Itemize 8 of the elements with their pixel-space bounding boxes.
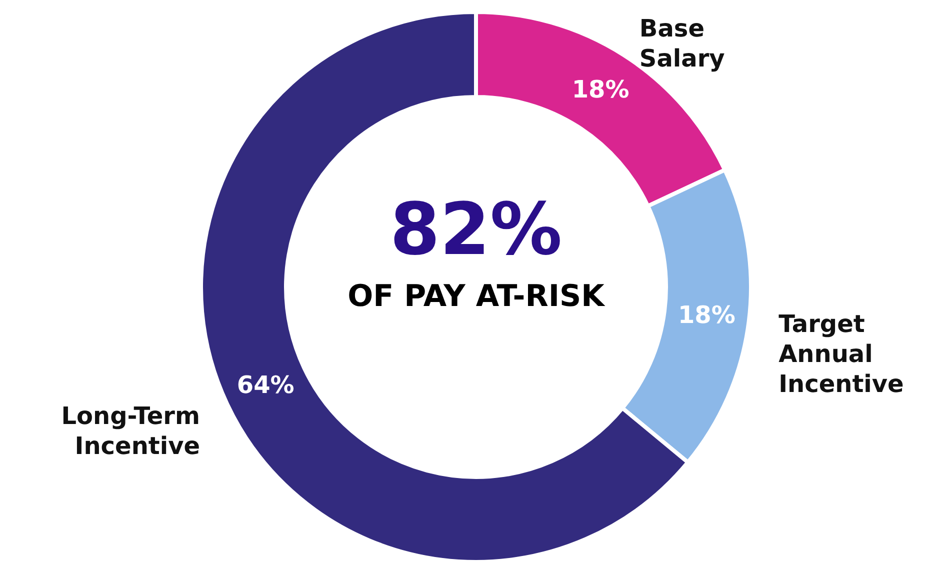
slice-label: Base Salary: [639, 14, 726, 72]
data-label: 18%: [678, 301, 736, 330]
text: OF PAY AT-RISK: [348, 279, 606, 314]
slice-label: Long-Term Incentive: [61, 402, 200, 460]
data-label: 18%: [572, 76, 630, 104]
data-label: 64%: [236, 370, 294, 399]
text: 82%: [390, 187, 562, 271]
slice-label: Target Annual Incentive: [778, 310, 904, 398]
